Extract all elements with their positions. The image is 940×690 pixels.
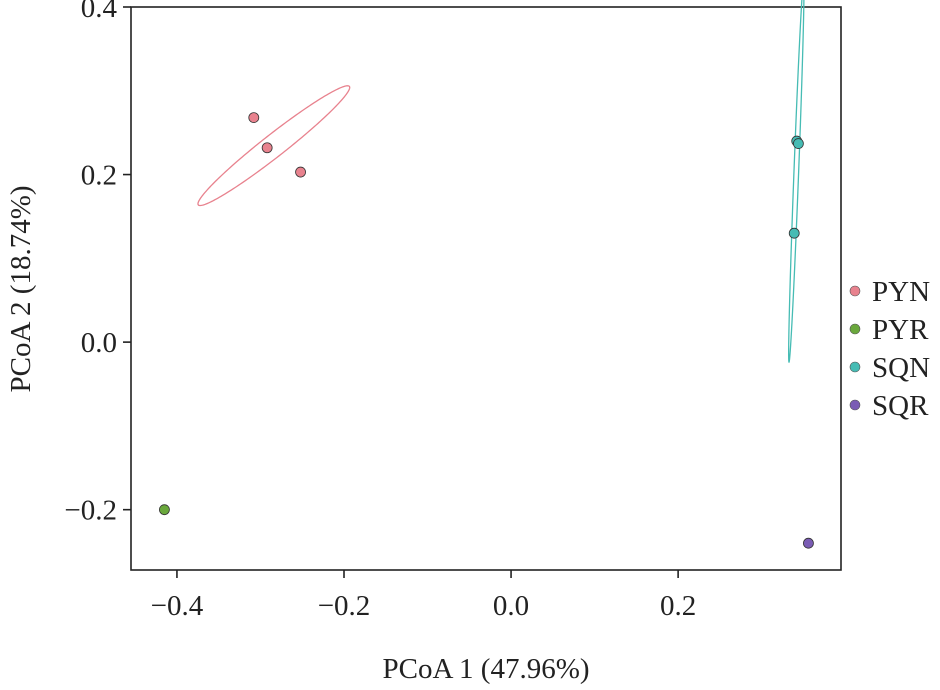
y-axis-title: PCoA 2 (18.74%) xyxy=(5,185,37,392)
y-tick-label: 0.0 xyxy=(81,327,117,359)
legend-marker-sqn xyxy=(849,361,861,373)
x-axis: −0.4 −0.2 0.0 0.2 xyxy=(151,570,696,622)
ellipse-sqn xyxy=(788,0,805,364)
x-tick-label: −0.4 xyxy=(151,590,204,622)
legend-label-pyn: PYN xyxy=(872,276,930,308)
point-pyr xyxy=(159,504,170,516)
ellipse-pyn xyxy=(197,85,351,207)
point-sqr xyxy=(803,537,814,549)
y-axis: −0.2 0.0 0.2 0.4 xyxy=(64,0,131,527)
legend-marker-pyn xyxy=(849,285,861,297)
legend-label-sqn: SQN xyxy=(872,352,930,384)
point-pyn xyxy=(261,142,273,154)
point-pyn xyxy=(295,166,306,178)
plot-frame xyxy=(130,6,842,571)
legend-marker-sqr xyxy=(849,399,861,411)
point-layer xyxy=(159,112,814,549)
x-tick-label: 0.0 xyxy=(493,590,529,622)
ellipse-layer xyxy=(197,0,805,364)
legend-marker-pyr xyxy=(849,323,861,335)
y-tick-label: 0.4 xyxy=(81,0,118,24)
legend-label-pyr: PYR xyxy=(872,314,929,346)
x-tick-label: −0.2 xyxy=(318,590,371,622)
point-pyn xyxy=(248,112,260,123)
y-tick-label: −0.2 xyxy=(64,495,117,527)
x-axis-title: PCoA 1 (47.96%) xyxy=(382,653,589,685)
x-tick-label: 0.2 xyxy=(660,590,696,622)
y-tick-label: 0.2 xyxy=(81,160,117,192)
legend: PYN PYR SQN SQR xyxy=(849,276,930,422)
point-sqn xyxy=(788,227,800,239)
point-sqn xyxy=(793,138,804,149)
legend-label-sqr: SQR xyxy=(872,390,929,422)
